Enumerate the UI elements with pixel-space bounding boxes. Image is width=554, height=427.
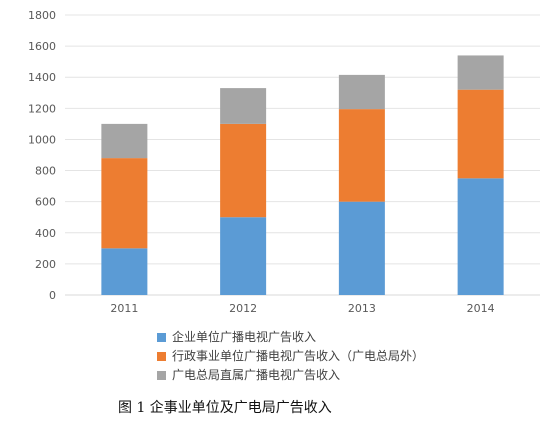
bar-2011-series-2 bbox=[101, 158, 148, 249]
y-tick-label-200: 200 bbox=[35, 258, 56, 271]
y-tick-label-600: 600 bbox=[35, 196, 56, 209]
bar-2014-series-1 bbox=[457, 178, 504, 295]
bar-2012-series-2 bbox=[220, 123, 267, 218]
bar-2013-series-1 bbox=[338, 201, 385, 295]
bar-2014-series-3 bbox=[457, 55, 504, 90]
y-tick-label-1400: 1400 bbox=[28, 71, 56, 84]
figure-caption: 图 1 企事业单位及广电局广告收入 bbox=[118, 400, 332, 416]
bar-2013-series-2 bbox=[338, 109, 385, 202]
legend-item-series-1: 企业单位广播电视广告收入 bbox=[157, 328, 424, 347]
x-tick-label-2013: 2013 bbox=[348, 302, 376, 315]
legend-swatch-series-2 bbox=[157, 352, 166, 361]
bar-2011-series-1 bbox=[101, 248, 148, 295]
x-tick-label-2012: 2012 bbox=[229, 302, 257, 315]
bar-2011-series-3 bbox=[101, 123, 148, 159]
legend-label-series-3: 广电总局直属广播电视广告收入 bbox=[172, 368, 341, 382]
y-tick-label-1000: 1000 bbox=[28, 133, 56, 146]
legend-swatch-series-3 bbox=[157, 371, 166, 380]
y-tick-label-800: 800 bbox=[35, 165, 56, 178]
y-tick-label-0: 0 bbox=[49, 289, 56, 302]
bar-2014-series-2 bbox=[457, 89, 504, 179]
legend-item-series-3: 广电总局直属广播电视广告收入 bbox=[157, 366, 424, 385]
x-tick-label-2014: 2014 bbox=[467, 302, 495, 315]
y-tick-label-1200: 1200 bbox=[28, 102, 56, 115]
y-tick-label-1800: 1800 bbox=[28, 9, 56, 22]
legend-item-series-2: 行政事业单位广播电视广告收入（广电总局外） bbox=[157, 347, 424, 366]
bar-2012-series-1 bbox=[220, 217, 267, 295]
legend-swatch-series-1 bbox=[157, 333, 166, 342]
bar-2013-series-3 bbox=[338, 74, 385, 110]
legend-label-series-2: 行政事业单位广播电视广告收入（广电总局外） bbox=[172, 349, 425, 363]
x-tick-label-2011: 2011 bbox=[110, 302, 138, 315]
stacked-bar-chart: 0 200 400 600 800 1000 1200 1400 1600 1800 2011 201… bbox=[28, 9, 540, 315]
y-tick-label-400: 400 bbox=[35, 227, 56, 240]
legend-label-series-1: 企业单位广播电视广告收入 bbox=[172, 330, 317, 344]
y-tick-label-1600: 1600 bbox=[28, 40, 56, 53]
chart-legend: 企业单位广播电视广告收入 行政事业单位广播电视广告收入（广电总局外） 广电总局直… bbox=[157, 328, 424, 385]
bar-2012-series-3 bbox=[220, 88, 267, 124]
